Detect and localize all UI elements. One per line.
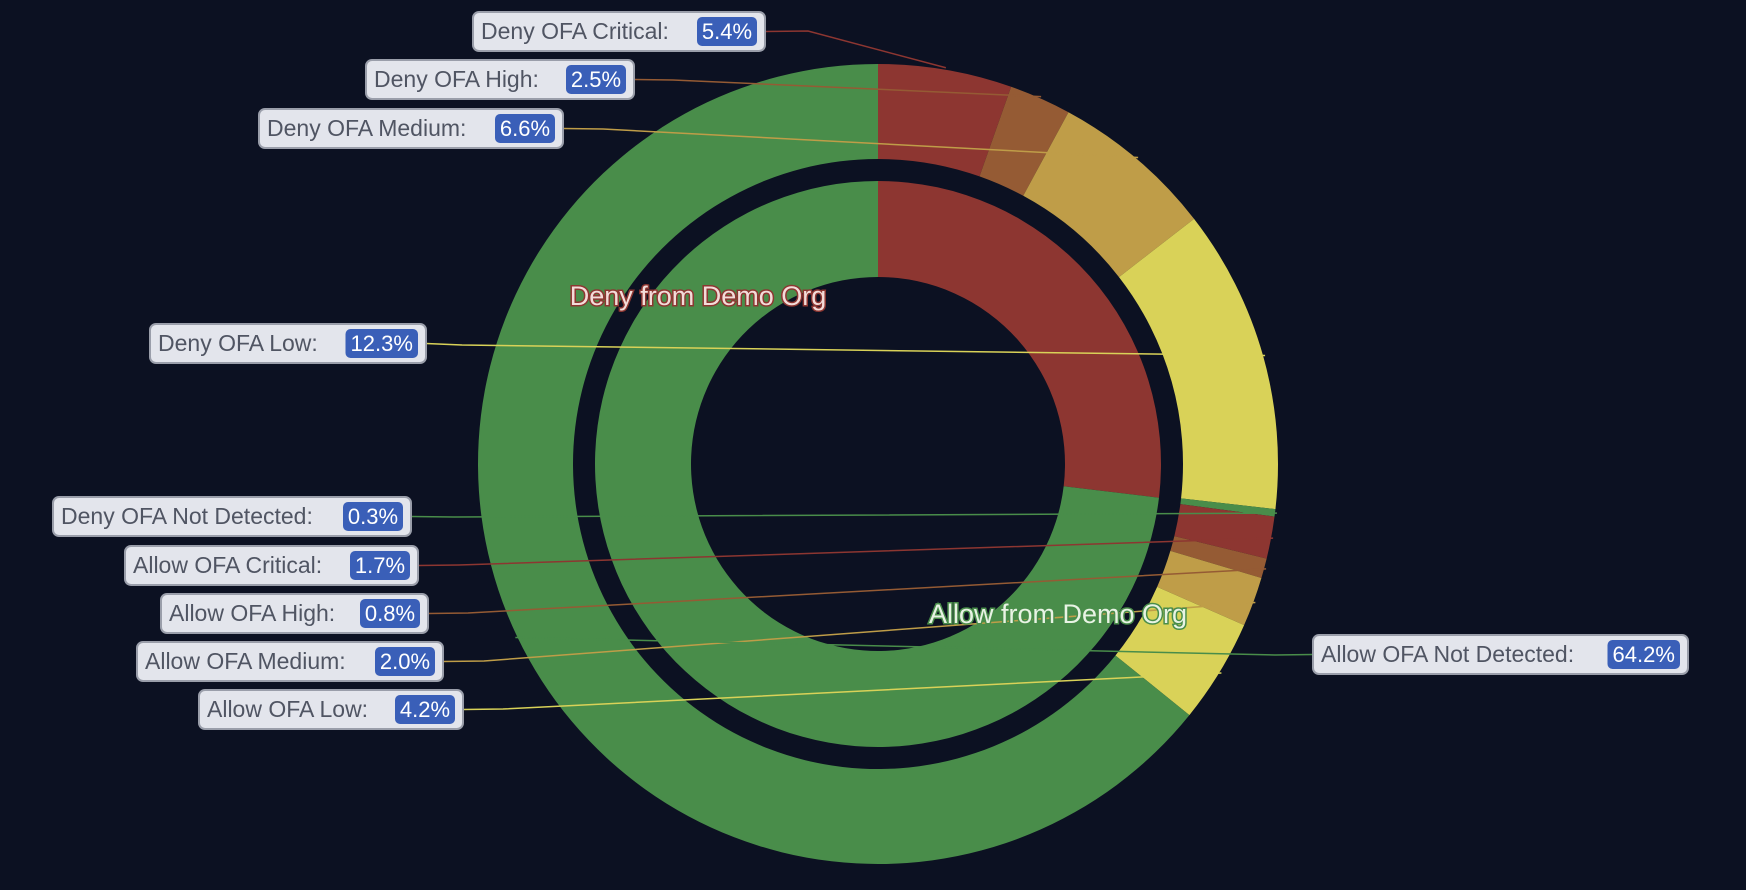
label-value-badge [395,695,455,724]
slice-label-deny-ofa-not-detected: Deny OFA Not Detected: 0.3% [52,496,412,537]
outer-slice-allow-ofa-critical[interactable] [1174,504,1275,559]
label-value: 2.5% [571,67,621,92]
label-name: Allow OFA Not Detected: [1321,641,1574,667]
label-value: 4.2% [400,697,450,722]
label-value-badge [343,502,403,531]
leader-line-deny-ofa-medium [562,127,1139,159]
leader-line-deny-ofa-critical [764,30,947,69]
leader-line-allow-ofa-medium [442,601,1256,663]
label-value: 0.8% [365,601,415,626]
slice-label-allow-ofa-not-detected: Allow OFA Not Detected: 64.2% [1312,634,1689,675]
slice-label-deny-ofa-medium: Deny OFA Medium: 6.6% [258,108,564,149]
leader-line-allow-ofa-low [462,672,1222,711]
label-value-badge [697,17,757,46]
leader-line-deny-ofa-high [633,78,1042,98]
label-box [136,641,444,682]
label-name: Deny OFA Low: [158,330,318,356]
label-value: 0.3% [348,504,398,529]
outer-slice-deny-ofa-low[interactable] [1118,218,1278,510]
label-value: 1.7% [355,553,405,578]
label-value-badge [495,114,555,143]
inner-slice-deny-from-demo-org[interactable] [878,181,1161,498]
inner-label-deny-from-demo-org: Deny from Demo Org [570,281,827,311]
label-name: Deny OFA Medium: [267,115,466,141]
slice-label-deny-ofa-high: Deny OFA High: 2.5% [365,59,635,100]
label-name: Deny OFA High: [374,66,539,92]
label-name: Allow OFA Critical: [133,552,322,578]
inner-slice-allow-from-demo-org[interactable] [594,181,1159,747]
label-value: 2.0% [380,649,430,674]
label-name: Deny OFA Critical: [481,18,669,44]
leader-line-allow-ofa-high [427,568,1267,615]
outer-slice-deny-ofa-high[interactable] [979,86,1069,196]
label-value-badge [566,65,626,94]
leader-line-allow-ofa-not-detected [515,636,1314,656]
slice-label-deny-ofa-low: Deny OFA Low: 12.3% [149,323,427,364]
slice-label-allow-ofa-medium: Allow OFA Medium: 2.0% [136,641,444,682]
leader-line-allow-ofa-critical [417,537,1274,567]
slice-label-allow-ofa-high: Allow OFA High: 0.8% [160,593,429,634]
label-value-badge [345,329,418,358]
leader-line-deny-ofa-low [425,342,1266,357]
label-box [258,108,564,149]
outer-slice-allow-ofa-medium[interactable] [1157,550,1262,626]
label-value-badge [1607,640,1680,669]
slice-labels: Deny OFA Critical: 5.4% Deny OFA High: 2.5%… [52,11,1689,730]
label-value: 5.4% [702,19,752,44]
inner-ring-labels: Deny from Demo Org Allow from Demo Org [568,280,1188,631]
label-box [1312,634,1689,675]
label-value-badge [375,647,435,676]
slice-label-deny-ofa-critical: Deny OFA Critical: 5.4% [472,11,766,52]
label-name: Allow OFA Medium: [145,648,346,674]
slice-label-allow-ofa-low: Allow OFA Low: 4.2% [198,689,464,730]
outer-slice-deny-ofa-not-detected[interactable] [1180,498,1276,517]
inner-ring [594,181,1161,747]
label-name: Allow OFA Low: [207,696,368,722]
label-value: 64.2% [1613,642,1675,667]
slice-label-allow-ofa-critical: Allow OFA Critical: 1.7% [124,545,419,586]
outer-slice-allow-ofa-low[interactable] [1115,586,1245,716]
label-name: Allow OFA High: [169,600,335,626]
label-box [124,545,419,586]
outer-slice-allow-ofa-high[interactable] [1170,536,1267,579]
label-value-badge [360,599,420,628]
label-value: 6.6% [500,116,550,141]
label-value-badge [350,551,410,580]
label-value: 12.3% [351,331,413,356]
label-box [52,496,412,537]
label-box [472,11,766,52]
leader-lines [410,30,1314,711]
leader-line-deny-ofa-not-detected [410,512,1277,518]
label-name: Deny OFA Not Detected: [61,503,313,529]
inner-label-allow-from-demo-org: Allow from Demo Org [929,599,1187,629]
